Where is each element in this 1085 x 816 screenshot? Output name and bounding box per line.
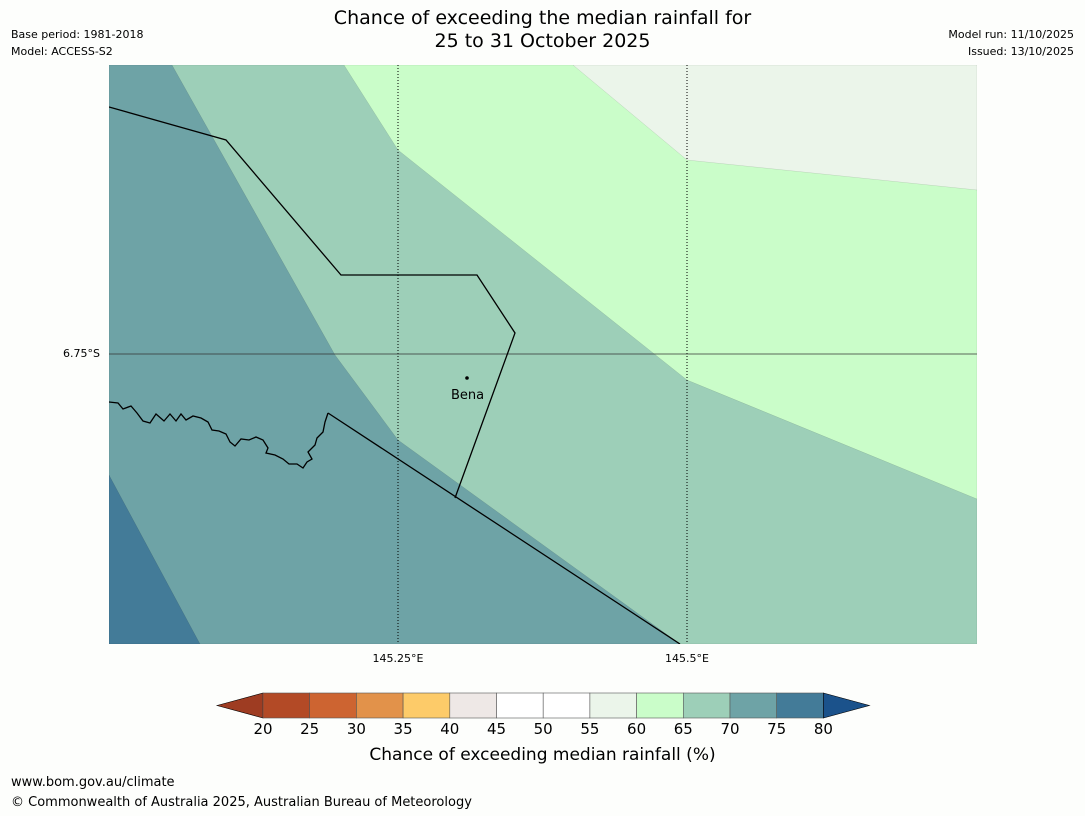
probability-zones xyxy=(109,65,977,644)
province-boundary xyxy=(109,106,516,499)
colorbar-tick-label: 65 xyxy=(673,720,693,738)
model-info: Base period: 1981-2018 Model: ACCESS-S2 xyxy=(11,26,143,60)
colorbar-arrow-high xyxy=(823,692,871,719)
longitude-label-2: 145.5°E xyxy=(665,652,709,665)
boundaries xyxy=(109,106,681,644)
model-name: Model: ACCESS-S2 xyxy=(11,45,113,58)
run-info: Model run: 11/10/2025 Issued: 13/10/2025 xyxy=(948,26,1074,60)
latitude-label: 6.75°S xyxy=(63,347,100,360)
title-line-2: 25 to 31 October 2025 xyxy=(434,30,651,52)
colorbar-tick-label: 45 xyxy=(486,720,507,738)
colorbar-segment xyxy=(776,692,824,719)
colorbar-segment xyxy=(449,692,497,719)
colorbar-segment xyxy=(262,692,311,719)
footer-url: www.bom.gov.au/climate xyxy=(11,775,175,790)
colorbar-tick-label: 40 xyxy=(440,720,460,738)
issued-date: Issued: 13/10/2025 xyxy=(967,45,1074,58)
graticule xyxy=(397,65,688,644)
colorbar-tick-label: 60 xyxy=(627,720,647,738)
copyright: © Commonwealth of Australia 2025, Austra… xyxy=(11,795,472,810)
zone-55-60 xyxy=(572,65,977,191)
colorbar-segment xyxy=(402,692,451,719)
colorbar-tick-label: 70 xyxy=(720,720,740,738)
colorbar-tick-label: 25 xyxy=(300,720,320,738)
colorbar-segment xyxy=(636,692,684,719)
colorbar-label: Chance of exceeding median rainfall (%) xyxy=(369,745,716,765)
colorbar-tick-label: 20 xyxy=(253,720,273,738)
colorbar-segments xyxy=(215,692,871,719)
colorbar-segment xyxy=(682,692,731,719)
colorbar-tick-label: 30 xyxy=(346,720,366,738)
colorbar-segment xyxy=(589,692,637,719)
model-run: Model run: 11/10/2025 xyxy=(948,28,1074,41)
colorbar-tick-label: 50 xyxy=(533,720,553,738)
longitude-label-1: 145.25°E xyxy=(372,652,424,665)
base-period: Base period: 1981-2018 xyxy=(11,28,144,41)
town-marker xyxy=(465,376,469,380)
map-title: Chance of exceeding the median rainfall … xyxy=(0,7,1085,53)
district-boundary xyxy=(327,412,681,644)
colorbar-segment xyxy=(309,692,357,719)
town-label: Bena xyxy=(450,388,485,403)
colorbar-tick-label: 75 xyxy=(767,720,787,738)
colorbar-tick-label: 35 xyxy=(393,720,413,738)
colorbar-segment xyxy=(542,692,591,719)
colorbar-tick-label: 80 xyxy=(813,720,833,738)
colorbar-segment xyxy=(356,692,404,719)
colorbar-segment xyxy=(496,692,544,719)
zone-75-80 xyxy=(109,474,201,644)
colorbar-tick-label: 55 xyxy=(580,720,600,738)
river xyxy=(109,401,329,469)
colorbar-segment xyxy=(729,692,778,719)
colorbar-arrow-low xyxy=(215,692,264,719)
title-line-1: Chance of exceeding the median rainfall … xyxy=(333,7,752,29)
